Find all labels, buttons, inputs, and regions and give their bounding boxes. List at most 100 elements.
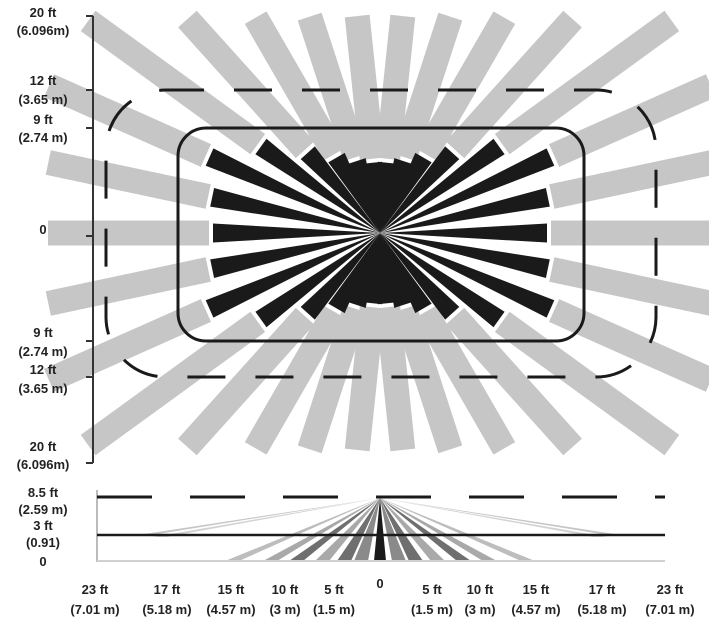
light-beam-14 [45, 257, 211, 316]
dark-wedge-5 [380, 233, 432, 314]
dark-wedge-1 [380, 233, 550, 278]
side-beam-2 [153, 498, 380, 537]
light-beam-20 [244, 11, 346, 161]
dark-wedge-18 [255, 138, 380, 233]
light-beam-11 [178, 307, 315, 456]
light-beam-16 [45, 150, 211, 209]
dark-wedge-0 [380, 223, 547, 243]
outer-coverage-boundary [104, 88, 658, 379]
x-label-5ft-left: 5 ft [324, 582, 344, 597]
x-label-5ft-right-m: (1.5 m) [411, 602, 453, 617]
side-beam-9 [380, 498, 471, 561]
x-label-15ft-left: 15 ft [218, 582, 245, 597]
x-label-5ft-right: 5 ft [422, 582, 442, 597]
side-beam-6 [263, 498, 380, 561]
x-label-15ft-right-m: (4.57 m) [511, 602, 560, 617]
side-beam-15 [380, 498, 406, 561]
light-beam-2 [549, 299, 709, 392]
light-beam-29 [549, 150, 709, 209]
side-beam-10 [315, 498, 380, 561]
dark-wedge-20 [328, 152, 380, 233]
x-label-17ft-left-m: (5.18 m) [142, 602, 191, 617]
side-beam-13 [380, 498, 423, 561]
dark-wedge-14 [210, 233, 380, 278]
light-beam-12 [80, 311, 266, 456]
y-label-20ft-bottom: 20 ft [30, 439, 57, 454]
x-label-15ft-right: 15 ft [523, 582, 550, 597]
side-beam-7 [380, 498, 497, 561]
light-beam-21 [297, 12, 368, 162]
x-label-10ft-left-m: (3 m) [269, 602, 300, 617]
y-label-12ft-bottom: 12 ft [30, 362, 57, 377]
dark-wedge-12 [255, 233, 380, 328]
y-label-9ft-bottom: 9 ft [33, 325, 53, 340]
inner-coverage-boundary [176, 126, 586, 343]
light-beam-3 [494, 311, 680, 456]
dark-wedge-9 [347, 233, 380, 308]
y-label-20ft-top: 20 ft [30, 5, 57, 20]
dark-wedge-25 [380, 152, 432, 233]
light-beam-24 [392, 12, 463, 162]
y-label-12ft-top: 12 ft [30, 73, 57, 88]
y-label-3ft: 3 ft [33, 518, 53, 533]
side-beam-0 [138, 498, 380, 535]
dark-wedge-2 [380, 233, 555, 318]
top-view-axis [86, 15, 94, 464]
dark-wedge-16 [210, 188, 380, 233]
x-label-5ft-left-m: (1.5 m) [313, 602, 355, 617]
x-label-17ft-left: 17 ft [154, 582, 181, 597]
y-label-8-5ft: 8.5 ft [28, 485, 59, 500]
light-beam-13 [44, 299, 211, 392]
dark-wedge-13 [205, 233, 380, 318]
x-label-17ft-right: 17 ft [589, 582, 616, 597]
x-label-23ft-right-m: (7.01 m) [645, 602, 694, 617]
y-label-9ft-top: 9 ft [33, 112, 53, 127]
y-label-20ft-bottom-m: (6.096m) [17, 457, 70, 472]
dark-wedge-10 [328, 233, 380, 314]
light-beam-18 [80, 10, 266, 155]
dark-wedge-29 [380, 188, 550, 233]
side-view-x-labels: 23 ft (7.01 m) 17 ft (5.18 m) 15 ft (4.5… [70, 576, 694, 617]
y-label-12ft-bottom-m: (3.65 m) [18, 381, 67, 396]
dark-wedge-24 [380, 158, 413, 233]
side-beam-3 [380, 498, 607, 537]
x-label-23ft-right: 23 ft [657, 582, 684, 597]
light-beam-0 [551, 220, 709, 246]
dark-wedge-17 [205, 148, 380, 233]
light-beam-19 [178, 10, 315, 159]
x-label-zero: 0 [376, 576, 383, 591]
dark-wedge-11 [300, 233, 380, 320]
y-label-zero-top: 0 [39, 222, 46, 237]
dark-wedge-19 [300, 146, 380, 233]
x-label-23ft-left-m: (7.01 m) [70, 602, 119, 617]
side-beam-5 [380, 498, 535, 561]
dark-wedge-26 [380, 146, 460, 233]
top-view: 20 ft (6.096m) 12 ft (3.65 m) 9 ft (2.74… [17, 5, 709, 472]
light-beam-22 [344, 14, 385, 161]
y-label-3ft-m: (0.91) [26, 535, 60, 550]
light-beam-15 [48, 220, 209, 246]
light-beam-17 [44, 74, 211, 167]
light-beam-23 [375, 14, 416, 161]
dark-wedge-21 [347, 158, 380, 233]
x-label-15ft-left-m: (4.57 m) [206, 602, 255, 617]
dark-wedge-3 [380, 233, 505, 328]
light-beam-28 [549, 74, 709, 167]
side-view-y-labels: 8.5 ft (2.59 m) 3 ft (0.91) 0 [18, 485, 67, 569]
light-beam-27 [494, 10, 680, 155]
side-beam-11 [380, 498, 445, 561]
light-beam-25 [414, 11, 516, 161]
light-beam-10 [244, 305, 346, 455]
x-label-23ft-left: 23 ft [82, 582, 109, 597]
x-label-10ft-right: 10 ft [467, 582, 494, 597]
dark-wedge-7 [377, 233, 397, 305]
side-view: 8.5 ft (2.59 m) 3 ft (0.91) 0 23 ft (7.0… [18, 485, 694, 617]
light-beam-4 [445, 307, 582, 456]
y-label-9ft-bottom-m: (2.74 m) [18, 344, 67, 359]
light-beam-26 [445, 10, 582, 159]
dark-wedge-15 [213, 223, 380, 243]
x-label-17ft-right-m: (5.18 m) [577, 602, 626, 617]
dark-wedge-6 [380, 233, 413, 308]
side-beam-12 [337, 498, 380, 561]
